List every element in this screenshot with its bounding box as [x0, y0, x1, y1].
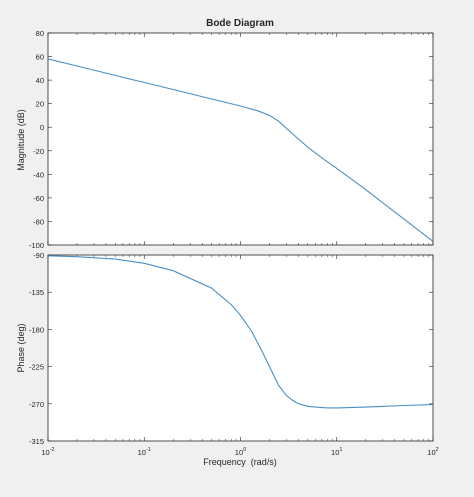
- magnitude-y-tick-label: -60: [33, 194, 44, 203]
- phase-plot-area: [47, 254, 434, 442]
- magnitude-y-tick-label: -40: [33, 170, 44, 179]
- x-tick-label: 10-1: [138, 447, 151, 457]
- magnitude-y-tick-label: 0: [40, 123, 44, 132]
- magnitude-y-tick-label: 60: [36, 53, 44, 62]
- phase-axis-label: Phase (deg): [16, 323, 26, 372]
- chart-title: Bode Diagram: [206, 18, 274, 29]
- x-tick-label: 100: [235, 447, 246, 457]
- phase-axes: -315 -270 -225 -180 -135 -90: [29, 251, 434, 446]
- magnitude-series-line: [48, 58, 433, 242]
- x-axis-label: Frequency (rad/s): [203, 457, 277, 467]
- phase-y-tick-label: -180: [29, 325, 44, 334]
- phase-y-tick-label: -90: [33, 251, 44, 260]
- magnitude-axis-label: Magnitude (dB): [16, 109, 26, 171]
- magnitude-y-tick-label: -20: [33, 147, 44, 156]
- x-tick-labels: 10-2 10-1 100 101 102: [41, 447, 438, 457]
- x-tick-label: 102: [427, 447, 438, 457]
- phase-y-tick-label: -270: [29, 400, 44, 409]
- magnitude-y-tick-label: 80: [36, 29, 44, 38]
- magnitude-y-tick-label: 40: [36, 76, 44, 85]
- phase-y-tick-label: -225: [29, 363, 44, 372]
- phase-series-line: [48, 255, 433, 409]
- x-tick-label: 10-2: [41, 447, 54, 457]
- phase-y-tick-label: -135: [29, 288, 44, 297]
- magnitude-y-tick-label: -100: [29, 241, 44, 250]
- x-tick-label: 101: [331, 447, 342, 457]
- phase-y-tick-label: -315: [29, 437, 44, 446]
- magnitude-y-tick-label: -80: [33, 217, 44, 226]
- magnitude-plot-area: [47, 32, 434, 246]
- magnitude-y-tick-label: 20: [36, 100, 44, 109]
- magnitude-axes: -100 -80 -60 -40 -20 0 20 40 60 80: [29, 29, 434, 250]
